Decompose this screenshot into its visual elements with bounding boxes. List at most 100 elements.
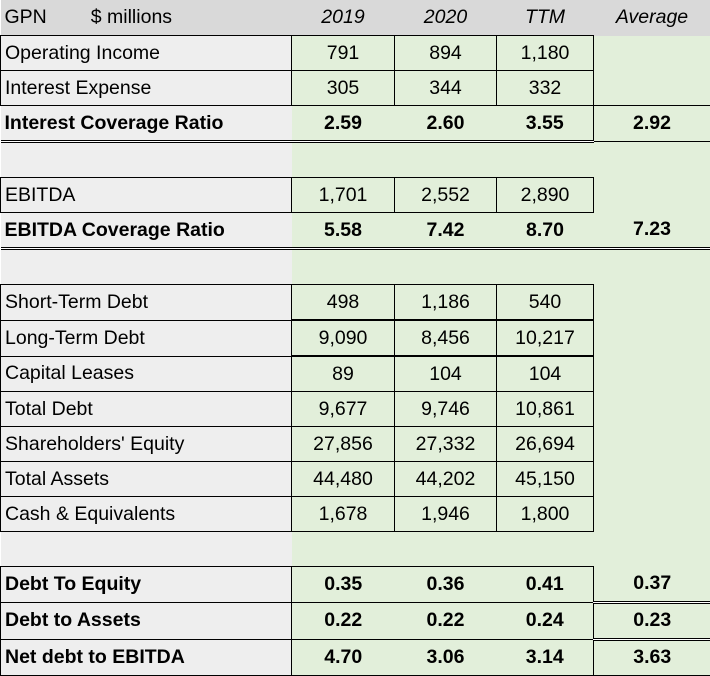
blank-cell[interactable] bbox=[292, 142, 395, 178]
cell-average[interactable]: 0.37 bbox=[594, 567, 710, 603]
cell-ttm[interactable]: 0.41 bbox=[497, 567, 594, 603]
table-row: Cash & Equivalents 1,678 1,946 1,800 bbox=[1, 497, 710, 532]
cell-ttm[interactable]: 1,180 bbox=[497, 36, 594, 71]
cell-average[interactable] bbox=[594, 36, 710, 71]
row-label[interactable]: Total Debt bbox=[1, 392, 292, 427]
blank-cell[interactable] bbox=[292, 532, 395, 567]
table-row: Shareholders' Equity 27,856 27,332 26,69… bbox=[1, 427, 710, 462]
row-label[interactable]: EBITDA bbox=[1, 178, 292, 213]
cell-2020[interactable]: 104 bbox=[395, 356, 497, 392]
cell-average[interactable] bbox=[594, 320, 710, 356]
cell-ttm[interactable]: 104 bbox=[497, 356, 594, 392]
cell-2020[interactable]: 2.60 bbox=[395, 106, 497, 142]
cell-ttm[interactable]: 10,217 bbox=[497, 320, 594, 356]
units: $ millions bbox=[91, 6, 172, 28]
cell-average[interactable] bbox=[594, 285, 710, 321]
cell-ttm[interactable]: 10,861 bbox=[497, 392, 594, 427]
cell-2019[interactable]: 89 bbox=[292, 356, 395, 392]
row-label[interactable]: Debt to Assets bbox=[1, 602, 292, 639]
cell-ttm[interactable]: 8.70 bbox=[497, 213, 594, 249]
cell-2019[interactable]: 4.70 bbox=[292, 639, 395, 675]
cell-average[interactable] bbox=[594, 427, 710, 462]
cell-ttm[interactable]: 3.55 bbox=[497, 106, 594, 142]
row-label[interactable]: Short-Term Debt bbox=[1, 285, 292, 321]
blank-cell[interactable] bbox=[497, 532, 594, 567]
row-label[interactable]: Debt To Equity bbox=[1, 567, 292, 603]
blank-cell[interactable] bbox=[594, 249, 710, 285]
cell-average[interactable]: 0.23 bbox=[594, 602, 710, 639]
header-2019[interactable]: 2019 bbox=[292, 0, 395, 36]
cell-2020[interactable]: 1,946 bbox=[395, 497, 497, 532]
cell-average[interactable] bbox=[594, 462, 710, 497]
blank-row bbox=[1, 532, 710, 567]
cell-2019[interactable]: 9,677 bbox=[292, 392, 395, 427]
cell-average[interactable]: 3.63 bbox=[594, 639, 710, 675]
blank-cell[interactable] bbox=[1, 249, 292, 285]
cell-ttm[interactable]: 45,150 bbox=[497, 462, 594, 497]
cell-average[interactable] bbox=[594, 178, 710, 213]
cell-average[interactable] bbox=[594, 497, 710, 532]
cell-2019[interactable]: 305 bbox=[292, 71, 395, 106]
cell-average[interactable]: 7.23 bbox=[594, 213, 710, 249]
row-label[interactable]: Net debt to EBITDA bbox=[1, 639, 292, 675]
cell-ttm[interactable]: 540 bbox=[497, 285, 594, 321]
cell-2019[interactable]: 0.22 bbox=[292, 602, 395, 639]
cell-ttm[interactable]: 2,890 bbox=[497, 178, 594, 213]
cell-2020[interactable]: 27,332 bbox=[395, 427, 497, 462]
header-2020[interactable]: 2020 bbox=[395, 0, 497, 36]
cell-average[interactable]: 2.92 bbox=[594, 106, 710, 142]
cell-2020[interactable]: 3.06 bbox=[395, 639, 497, 675]
cell-2019[interactable]: 5.58 bbox=[292, 213, 395, 249]
header-ticker-cell[interactable]: GPN$ millions bbox=[1, 0, 292, 36]
blank-cell[interactable] bbox=[497, 142, 594, 178]
cell-2020[interactable]: 8,456 bbox=[395, 320, 497, 356]
cell-2019[interactable]: 2.59 bbox=[292, 106, 395, 142]
row-label[interactable]: Cash & Equivalents bbox=[1, 497, 292, 532]
cell-2020[interactable]: 344 bbox=[395, 71, 497, 106]
row-label[interactable]: Long-Term Debt bbox=[1, 320, 292, 356]
blank-cell[interactable] bbox=[1, 532, 292, 567]
cell-2020[interactable]: 0.36 bbox=[395, 567, 497, 603]
blank-cell[interactable] bbox=[594, 142, 710, 178]
cell-2020[interactable]: 44,202 bbox=[395, 462, 497, 497]
blank-cell[interactable] bbox=[395, 249, 497, 285]
row-label[interactable]: Shareholders' Equity bbox=[1, 427, 292, 462]
blank-cell[interactable] bbox=[594, 532, 710, 567]
cell-2020[interactable]: 2,552 bbox=[395, 178, 497, 213]
header-ttm[interactable]: TTM bbox=[497, 0, 594, 36]
row-label[interactable]: Interest Expense bbox=[1, 71, 292, 106]
row-label[interactable]: Operating Income bbox=[1, 36, 292, 71]
cell-2020[interactable]: 0.22 bbox=[395, 602, 497, 639]
cell-2019[interactable]: 1,678 bbox=[292, 497, 395, 532]
cell-2019[interactable]: 1,701 bbox=[292, 178, 395, 213]
header-average[interactable]: Average bbox=[594, 0, 710, 36]
blank-cell[interactable] bbox=[395, 142, 497, 178]
row-label[interactable]: EBITDA Coverage Ratio bbox=[1, 213, 292, 249]
cell-ttm[interactable]: 26,694 bbox=[497, 427, 594, 462]
row-label[interactable]: Interest Coverage Ratio bbox=[1, 106, 292, 142]
table-row: Short-Term Debt 498 1,186 540 bbox=[1, 285, 710, 321]
cell-ttm[interactable]: 1,800 bbox=[497, 497, 594, 532]
cell-2019[interactable]: 498 bbox=[292, 285, 395, 321]
cell-average[interactable] bbox=[594, 71, 710, 106]
blank-cell[interactable] bbox=[1, 142, 292, 178]
cell-2019[interactable]: 44,480 bbox=[292, 462, 395, 497]
blank-cell[interactable] bbox=[395, 532, 497, 567]
blank-cell[interactable] bbox=[292, 249, 395, 285]
row-label[interactable]: Capital Leases bbox=[1, 356, 292, 392]
cell-2020[interactable]: 9,746 bbox=[395, 392, 497, 427]
cell-average[interactable] bbox=[594, 356, 710, 392]
cell-2019[interactable]: 27,856 bbox=[292, 427, 395, 462]
cell-ttm[interactable]: 0.24 bbox=[497, 602, 594, 639]
cell-ttm[interactable]: 3.14 bbox=[497, 639, 594, 675]
cell-average[interactable] bbox=[594, 392, 710, 427]
blank-cell[interactable] bbox=[497, 249, 594, 285]
cell-2019[interactable]: 0.35 bbox=[292, 567, 395, 603]
row-label[interactable]: Total Assets bbox=[1, 462, 292, 497]
cell-2019[interactable]: 9,090 bbox=[292, 320, 395, 356]
cell-2020[interactable]: 894 bbox=[395, 36, 497, 71]
cell-2020[interactable]: 7.42 bbox=[395, 213, 497, 249]
cell-2019[interactable]: 791 bbox=[292, 36, 395, 71]
cell-2020[interactable]: 1,186 bbox=[395, 285, 497, 321]
cell-ttm[interactable]: 332 bbox=[497, 71, 594, 106]
